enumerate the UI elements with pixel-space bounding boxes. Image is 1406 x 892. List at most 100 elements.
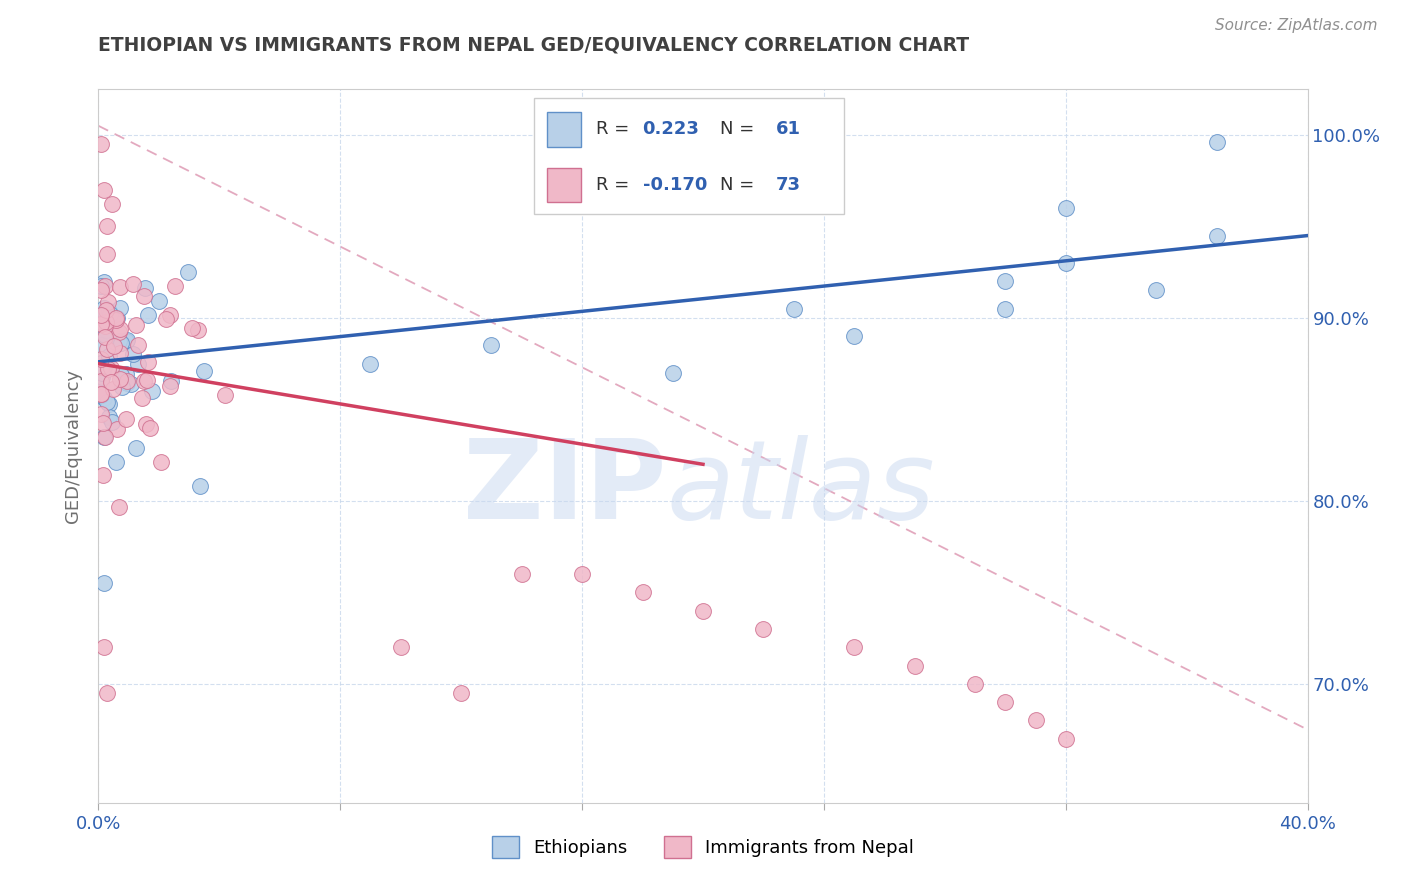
Legend: Ethiopians, Immigrants from Nepal: Ethiopians, Immigrants from Nepal xyxy=(485,829,921,865)
Point xyxy=(193,364,215,378)
Point xyxy=(105,311,128,326)
Point xyxy=(90,374,112,388)
Point xyxy=(1054,256,1077,270)
Point xyxy=(138,308,160,322)
Text: ETHIOPIAN VS IMMIGRANTS FROM NEPAL GED/EQUIVALENCY CORRELATION CHART: ETHIOPIAN VS IMMIGRANTS FROM NEPAL GED/E… xyxy=(98,36,970,54)
FancyBboxPatch shape xyxy=(534,98,844,214)
Point xyxy=(104,311,127,326)
Point xyxy=(752,622,775,636)
Point xyxy=(994,274,1017,288)
Point xyxy=(389,640,412,655)
Point xyxy=(994,301,1017,316)
Point xyxy=(692,604,714,618)
Point xyxy=(134,289,156,303)
Point xyxy=(90,378,112,392)
Point xyxy=(1054,201,1077,215)
Point xyxy=(94,358,117,372)
Point xyxy=(90,318,112,332)
Point xyxy=(90,369,112,384)
Point xyxy=(105,422,128,436)
Point xyxy=(110,301,132,315)
Point xyxy=(107,500,129,514)
Point xyxy=(188,478,211,492)
Point xyxy=(108,279,131,293)
Point xyxy=(101,197,124,211)
Point xyxy=(450,686,472,700)
Point xyxy=(98,307,121,321)
Point xyxy=(114,334,136,348)
Point xyxy=(90,338,112,352)
Point xyxy=(783,301,806,316)
Point xyxy=(97,294,120,309)
Point xyxy=(1206,135,1229,149)
Text: 0.223: 0.223 xyxy=(643,120,699,138)
Point xyxy=(135,417,157,432)
Point xyxy=(571,567,593,582)
Text: N =: N = xyxy=(720,120,759,138)
Point xyxy=(159,379,181,393)
Text: N =: N = xyxy=(720,176,759,194)
Point xyxy=(177,265,200,279)
Point xyxy=(181,321,204,335)
Point xyxy=(111,379,134,393)
Point xyxy=(1206,228,1229,243)
Point xyxy=(104,455,127,469)
Point xyxy=(115,368,138,382)
Point xyxy=(510,567,533,582)
Point xyxy=(115,334,138,349)
Text: 73: 73 xyxy=(776,176,800,194)
Point xyxy=(155,312,177,326)
Point xyxy=(139,420,162,434)
Point xyxy=(94,279,117,293)
Point xyxy=(90,351,112,366)
Point xyxy=(132,374,155,388)
Point xyxy=(103,339,125,353)
Point xyxy=(90,387,112,401)
Text: -0.170: -0.170 xyxy=(643,176,707,194)
Point xyxy=(110,335,132,350)
Point xyxy=(120,377,142,392)
Point xyxy=(93,301,115,316)
Point xyxy=(94,315,117,329)
Point xyxy=(134,280,156,294)
Point xyxy=(661,366,683,380)
Point xyxy=(163,279,186,293)
Point xyxy=(93,327,115,342)
Point xyxy=(96,395,118,409)
Point xyxy=(105,313,128,327)
Point xyxy=(98,349,121,363)
Point xyxy=(90,387,112,401)
Point xyxy=(125,318,148,333)
Point xyxy=(98,397,121,411)
Point xyxy=(127,357,149,371)
Point xyxy=(214,388,236,402)
Point xyxy=(108,372,131,386)
Point xyxy=(94,318,117,333)
Point xyxy=(110,368,132,383)
Point xyxy=(91,366,114,380)
Point xyxy=(93,640,115,655)
Point xyxy=(93,391,115,405)
Point xyxy=(110,346,132,360)
Point xyxy=(115,374,138,388)
Point xyxy=(93,330,115,344)
Point xyxy=(93,183,115,197)
Point xyxy=(90,309,112,323)
Point xyxy=(90,359,112,374)
Text: atlas: atlas xyxy=(666,435,935,542)
Point xyxy=(97,362,120,376)
Point xyxy=(90,356,112,370)
Point xyxy=(124,442,146,456)
Point xyxy=(101,415,124,429)
Point xyxy=(93,416,115,430)
Point xyxy=(94,323,117,337)
Text: 61: 61 xyxy=(776,120,800,138)
Point xyxy=(93,306,115,320)
Point xyxy=(1054,731,1077,746)
Point xyxy=(121,277,143,291)
Point xyxy=(994,695,1017,709)
Point xyxy=(965,677,987,691)
Point xyxy=(108,334,131,349)
Y-axis label: GED/Equivalency: GED/Equivalency xyxy=(65,369,83,523)
Point xyxy=(107,326,129,340)
